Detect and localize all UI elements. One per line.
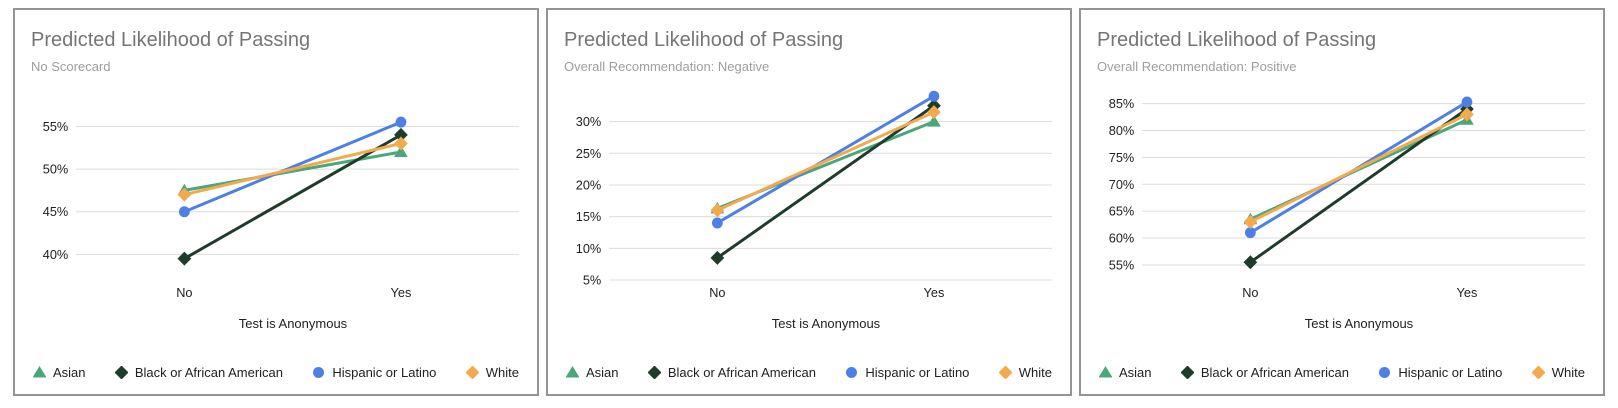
- x-axis-label: Test is Anonymous: [238, 316, 348, 331]
- svg-text:75%: 75%: [1109, 150, 1134, 165]
- legend-label: Hispanic or Latino: [865, 365, 970, 380]
- legend-label: Asian: [586, 365, 619, 380]
- svg-text:Yes: Yes: [391, 285, 412, 300]
- chart-subtitle: Overall Recommendation: Positive: [1097, 59, 1297, 74]
- triangle-marker-icon: [566, 366, 579, 378]
- svg-text:45%: 45%: [43, 204, 68, 219]
- legend-item-hispanic-or-latino: Hispanic or Latino: [312, 365, 436, 380]
- legend-label: Black or African American: [134, 365, 283, 380]
- chart-title: Predicted Likelihood of Passing: [1097, 29, 1377, 51]
- legend-item-white: White: [1531, 365, 1585, 380]
- legend-item-asian: Asian: [33, 365, 86, 380]
- svg-text:65%: 65%: [1109, 204, 1134, 219]
- circle-marker-icon: [313, 367, 325, 378]
- legend-label: Asian: [53, 365, 86, 380]
- legend-item-asian: Asian: [566, 365, 619, 380]
- svg-text:No: No: [1242, 285, 1258, 300]
- svg-text:40%: 40%: [43, 247, 68, 262]
- svg-text:25%: 25%: [576, 146, 601, 161]
- svg-text:No: No: [176, 285, 192, 300]
- legend-label: Black or African American: [667, 365, 816, 380]
- chart-subtitle: No Scorecard: [31, 59, 111, 74]
- legend-item-white: White: [998, 365, 1052, 380]
- svg-text:15%: 15%: [576, 209, 601, 224]
- legend-label: White: [1551, 365, 1585, 380]
- legend-item-black-or-african-american: Black or African American: [647, 365, 816, 380]
- svg-text:Yes: Yes: [924, 285, 945, 300]
- svg-text:60%: 60%: [1109, 230, 1134, 245]
- svg-text:55%: 55%: [43, 119, 68, 134]
- svg-text:20%: 20%: [576, 177, 601, 192]
- line-chart: 55% 60% 65% 70% 75% 80% 85% No Yes: [1109, 96, 1586, 300]
- legend-label: Hispanic or Latino: [332, 365, 437, 380]
- legend-item-asian: Asian: [1099, 365, 1152, 380]
- svg-text:85%: 85%: [1109, 96, 1134, 111]
- legend-item-black-or-african-american: Black or African American: [1180, 365, 1349, 380]
- circle-marker-icon: [846, 367, 858, 378]
- diamond-marker-icon: [1531, 366, 1545, 379]
- chart-card-no-scorecard: Predicted Likelihood of Passing No Score…: [13, 8, 539, 396]
- legend-label: Black or African American: [1200, 365, 1349, 380]
- legend-label: Hispanic or Latino: [1398, 365, 1503, 380]
- legend-item-white: White: [465, 365, 519, 380]
- chart-card-recommendation-positive: Predicted Likelihood of Passing Overall …: [1079, 8, 1605, 396]
- svg-text:10%: 10%: [576, 241, 601, 256]
- diamond-marker-icon: [465, 366, 479, 379]
- legend-item-hispanic-or-latino: Hispanic or Latino: [845, 365, 969, 380]
- diamond-marker-icon: [1180, 366, 1194, 379]
- legend-label: White: [485, 365, 519, 380]
- svg-text:30%: 30%: [576, 114, 601, 129]
- legend: Asian Black or African American Hispanic o…: [1097, 365, 1587, 384]
- svg-text:70%: 70%: [1109, 177, 1134, 192]
- svg-text:5%: 5%: [583, 272, 601, 287]
- legend-item-hispanic-or-latino: Hispanic or Latino: [1378, 365, 1502, 380]
- chart-title: Predicted Likelihood of Passing: [31, 29, 311, 51]
- diamond-marker-icon: [647, 366, 661, 379]
- diamond-marker-icon: [998, 366, 1012, 379]
- triangle-marker-icon: [1099, 366, 1112, 378]
- legend-item-black-or-african-american: Black or African American: [114, 365, 283, 380]
- svg-text:55%: 55%: [1109, 257, 1134, 272]
- x-axis-label: Test is Anonymous: [771, 316, 881, 331]
- svg-text:50%: 50%: [43, 161, 68, 176]
- line-chart: 40% 45% 50% 55% No Yes: [43, 116, 520, 300]
- chart-subtitle: Overall Recommendation: Negative: [564, 59, 770, 74]
- chart-card-recommendation-negative: Predicted Likelihood of Passing Overall …: [546, 8, 1072, 396]
- svg-text:Yes: Yes: [1457, 285, 1478, 300]
- legend: Asian Black or African American Hispanic o…: [564, 365, 1054, 384]
- legend-label: White: [1018, 365, 1052, 380]
- triangle-marker-icon: [33, 366, 46, 378]
- chart-title: Predicted Likelihood of Passing: [564, 29, 844, 51]
- x-axis-label: Test is Anonymous: [1304, 316, 1414, 331]
- legend: Asian Black or African American Hispanic o…: [31, 365, 521, 384]
- line-chart: 5% 10% 15% 20% 25% 30% No Yes: [576, 90, 1053, 300]
- svg-text:No: No: [709, 285, 725, 300]
- legend-label: Asian: [1119, 365, 1152, 380]
- svg-text:80%: 80%: [1109, 123, 1134, 138]
- circle-marker-icon: [1379, 367, 1391, 378]
- diamond-marker-icon: [114, 366, 128, 379]
